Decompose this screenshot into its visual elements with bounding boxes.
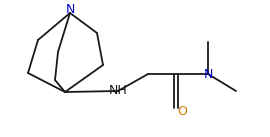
Text: N: N [65, 3, 75, 16]
Text: N: N [203, 68, 213, 81]
Text: O: O [177, 105, 187, 118]
Text: NH: NH [109, 85, 127, 98]
